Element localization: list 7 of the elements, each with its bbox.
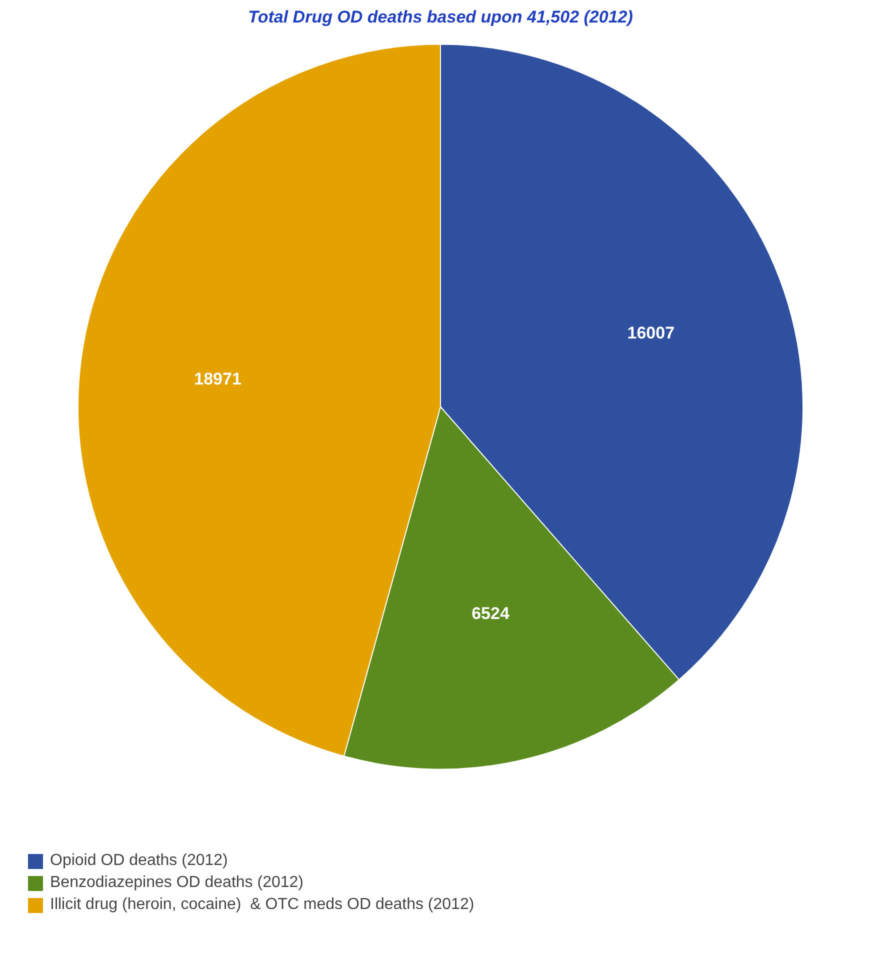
legend-label: Benzodiazepines OD deaths (2012)	[50, 874, 304, 892]
data-label: 16007	[627, 323, 675, 342]
legend-label: Opioid OD deaths (2012)	[50, 852, 228, 870]
chart-title: Total Drug OD deaths based upon 41,502 (2012)	[248, 8, 634, 26]
data-label: 6524	[472, 604, 510, 623]
data-label: 18971	[194, 369, 242, 388]
legend-label: Illicit drug (heroin, cocaine) & OTC meds OD deaths (2012)	[50, 896, 474, 914]
